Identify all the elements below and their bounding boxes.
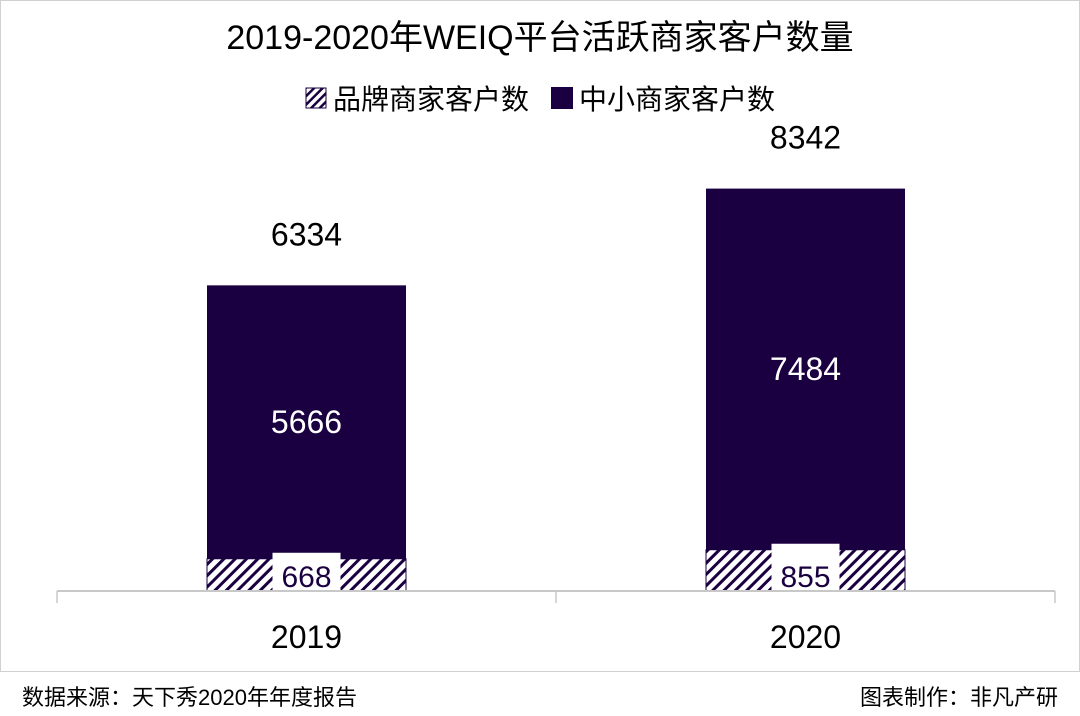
- label-background: [272, 552, 341, 591]
- data-label-sme: 5666: [271, 404, 342, 440]
- chart-title: 2019-2020年WEIQ平台活跃商家客户数量: [226, 19, 854, 57]
- credit-note: 图表制作：非凡产研: [859, 685, 1058, 710]
- legend-item-sme: 中小商家客户数: [551, 78, 775, 118]
- legend-item-brand: 品牌商家客户数: [305, 78, 529, 118]
- label-background: [771, 543, 840, 591]
- solid-swatch-icon: [551, 87, 573, 109]
- data-label-brand: 855: [780, 561, 830, 594]
- data-label-total: 6334: [271, 216, 342, 252]
- bar-sme: [706, 188, 905, 550]
- x-tick-label: 2020: [770, 619, 841, 655]
- x-tick-label: 2019: [271, 619, 342, 655]
- legend-label: 品牌商家客户数: [332, 84, 529, 115]
- data-label-sme: 7484: [770, 351, 841, 387]
- legend: 品牌商家客户数 中小商家客户数: [0, 78, 1080, 118]
- data-label-brand: 668: [281, 561, 331, 594]
- legend-label: 中小商家客户数: [579, 84, 776, 115]
- data-label-total: 8342: [770, 120, 841, 156]
- source-note: 数据来源：天下秀2020年年度报告: [22, 685, 357, 710]
- bar-sme: [207, 285, 406, 559]
- hatch-swatch-icon: [305, 87, 327, 109]
